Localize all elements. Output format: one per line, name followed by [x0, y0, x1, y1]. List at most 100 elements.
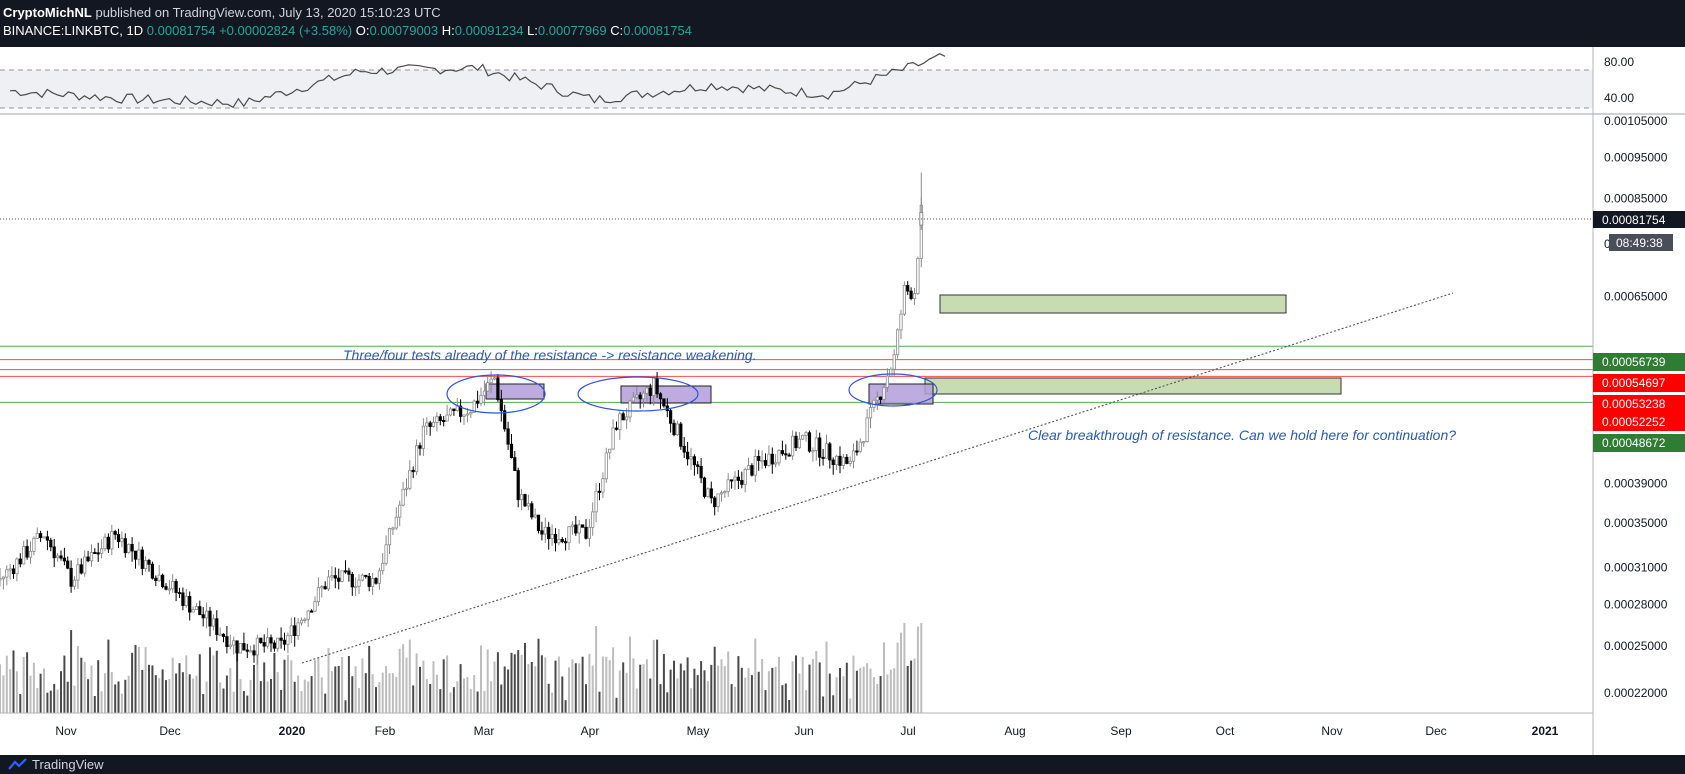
- volume-bar: [439, 689, 442, 713]
- volume-bar: [337, 665, 340, 713]
- candle-body: [306, 610, 310, 620]
- volume-bar: [503, 666, 506, 713]
- time-axis[interactable]: Nov Dec 2020 Feb Mar Apr May Jun Jul Aug Sep Oct Nov…: [55, 724, 1558, 738]
- volume-bar: [9, 669, 12, 713]
- h-value: 0.00091234: [454, 23, 524, 38]
- volume-bar: [381, 672, 384, 713]
- l-label: L:: [527, 23, 538, 38]
- volume-bar: [696, 675, 699, 713]
- volume-bar: [22, 657, 25, 713]
- candle-body: [784, 453, 788, 456]
- candle-body: [245, 649, 249, 652]
- volume-bar: [466, 677, 469, 713]
- volume-bar: [205, 681, 208, 713]
- target-zone-upper[interactable]: [939, 294, 1287, 314]
- time-tick-label: Mar: [474, 724, 495, 738]
- volume-bar: [679, 663, 682, 713]
- resistance-test-box[interactable]: [485, 383, 545, 400]
- volume-bar: [737, 656, 740, 713]
- candle-body: [831, 459, 835, 465]
- candle-body: [123, 538, 127, 554]
- volume-bar: [893, 668, 896, 713]
- volume-bar: [266, 681, 269, 713]
- candle-body: [526, 503, 531, 507]
- candle-body: [865, 417, 869, 442]
- price-axis[interactable]: 0.001050000.000950000.000850000.00075000…: [1593, 114, 1685, 700]
- volume-bar: [463, 678, 465, 713]
- tradingview-logo-icon[interactable]: [8, 758, 28, 771]
- support-price-tag: [1593, 434, 1685, 452]
- annotation-resistance-tests[interactable]: Three/four tests already of the resistan…: [343, 347, 757, 363]
- volume-bar: [361, 658, 364, 713]
- candle-body: [475, 400, 480, 404]
- volume-bar: [419, 666, 421, 713]
- footer-brand[interactable]: TradingView: [32, 757, 104, 772]
- volume-bar: [175, 673, 178, 713]
- candle-body: [743, 468, 747, 485]
- resistance-test-circle[interactable]: [848, 373, 938, 407]
- volume-bar: [276, 672, 279, 713]
- support-price-tag: [1593, 353, 1685, 371]
- volume-bar: [442, 659, 445, 713]
- candle-body: [858, 441, 862, 452]
- candle-body: [767, 453, 771, 466]
- candle-body: [296, 622, 300, 637]
- volume-bar: [456, 681, 459, 713]
- volume-bar: [618, 670, 621, 713]
- candle-body: [181, 592, 185, 606]
- candle-body: [838, 455, 842, 466]
- candle-body: [11, 568, 16, 575]
- resistance-test-circle[interactable]: [577, 376, 699, 412]
- candle-body: [167, 588, 171, 591]
- volume-bar: [534, 666, 537, 713]
- candle-body: [540, 530, 544, 535]
- ascending-trendline[interactable]: [301, 292, 1454, 664]
- annotation-breakthrough[interactable]: Clear breakthrough of resistance. Can we…: [1028, 427, 1456, 443]
- candle-body: [479, 394, 483, 404]
- candle-body: [103, 536, 107, 550]
- candle-body: [381, 562, 385, 572]
- volume-bar: [168, 679, 171, 713]
- candle-body: [611, 427, 615, 450]
- volume-bar: [805, 690, 808, 713]
- candle-body: [442, 419, 446, 422]
- candle-body: [18, 558, 22, 565]
- candle-body: [879, 396, 883, 400]
- candle-body: [652, 377, 656, 396]
- volume-bar: [601, 656, 604, 713]
- retest-zone[interactable]: [924, 377, 1342, 395]
- symbol-label[interactable]: BINANCE:LINKBTC, 1D: [3, 23, 144, 38]
- volume-bar: [449, 692, 452, 713]
- candle-body: [482, 390, 487, 396]
- candle-body: [492, 377, 497, 380]
- volume-bar: [673, 660, 675, 713]
- candle-body: [581, 524, 585, 528]
- candle-body: [574, 524, 578, 534]
- price-tick-label: 0.00065000: [1604, 290, 1668, 304]
- candle-body: [350, 573, 354, 588]
- volume-bar: [405, 657, 408, 713]
- volume-bar: [391, 673, 394, 713]
- candle-body: [814, 437, 818, 451]
- volume-bar: [341, 657, 344, 713]
- candle-body: [174, 581, 178, 593]
- author-name[interactable]: CryptoMichNL: [3, 5, 92, 20]
- candle-body: [333, 575, 337, 579]
- resistance-test-circle[interactable]: [446, 374, 546, 414]
- volume-bar: [293, 681, 296, 713]
- candle-body: [523, 494, 527, 507]
- change-value: +0.00002824 (+3.58%): [219, 23, 353, 38]
- price-chart[interactable]: 80.00 40.00 Three/four tests already of t…: [0, 47, 1685, 755]
- volume-bar: [490, 681, 493, 713]
- candle-body: [625, 416, 629, 421]
- candle-body: [1, 576, 6, 580]
- volume-bar: [144, 647, 147, 713]
- candle-body: [733, 476, 737, 481]
- candle-body: [323, 586, 327, 590]
- candle-body: [746, 465, 751, 470]
- volume-bar: [622, 662, 625, 713]
- volume-bar: [80, 657, 83, 713]
- candle-body: [357, 579, 361, 587]
- candle-body: [191, 609, 195, 613]
- candle-body: [794, 435, 798, 449]
